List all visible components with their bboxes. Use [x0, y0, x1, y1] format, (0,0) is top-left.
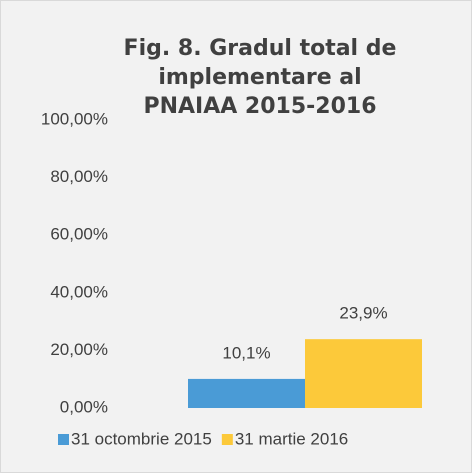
- bar: [305, 339, 422, 408]
- chart-title: Fig. 8. Gradul total de implementare al …: [123, 36, 397, 119]
- y-tick-label: 100,00%: [41, 109, 108, 128]
- y-tick-label: 0,00%: [60, 397, 108, 416]
- legend-label: 31 octombrie 2015: [71, 429, 212, 448]
- y-tick-label: 80,00%: [50, 167, 108, 186]
- data-label: 23,9%: [339, 304, 387, 323]
- bar: [188, 378, 305, 408]
- legend-swatch: [58, 434, 69, 445]
- y-tick-label: 60,00%: [50, 225, 108, 244]
- legend-swatch: [221, 434, 233, 445]
- data-label: 10,1%: [222, 343, 270, 362]
- y-tick-label: 20,00%: [50, 340, 108, 359]
- legend-label: 31 martie 2016: [235, 429, 348, 448]
- y-tick-label: 40,00%: [50, 282, 108, 301]
